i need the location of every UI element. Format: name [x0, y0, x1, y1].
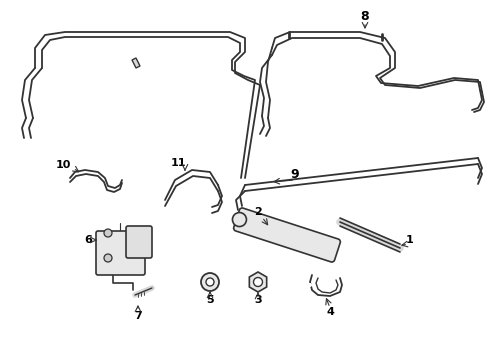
Polygon shape — [249, 272, 266, 292]
Circle shape — [104, 254, 112, 262]
Text: 11: 11 — [170, 158, 185, 168]
Circle shape — [253, 278, 262, 287]
Circle shape — [205, 278, 214, 286]
Text: 3: 3 — [254, 295, 261, 305]
Text: 7: 7 — [134, 311, 142, 321]
Circle shape — [232, 212, 246, 226]
Polygon shape — [132, 58, 140, 68]
Text: 1: 1 — [406, 235, 413, 245]
Text: 5: 5 — [206, 295, 213, 305]
Text: 6: 6 — [84, 235, 92, 245]
Text: 10: 10 — [55, 160, 71, 170]
FancyBboxPatch shape — [126, 226, 152, 258]
Circle shape — [201, 273, 219, 291]
Text: 8: 8 — [360, 10, 368, 23]
Circle shape — [104, 229, 112, 237]
Text: 4: 4 — [325, 307, 333, 317]
FancyBboxPatch shape — [233, 208, 340, 262]
Text: 2: 2 — [254, 207, 262, 217]
FancyBboxPatch shape — [96, 231, 145, 275]
Text: 9: 9 — [290, 168, 299, 181]
